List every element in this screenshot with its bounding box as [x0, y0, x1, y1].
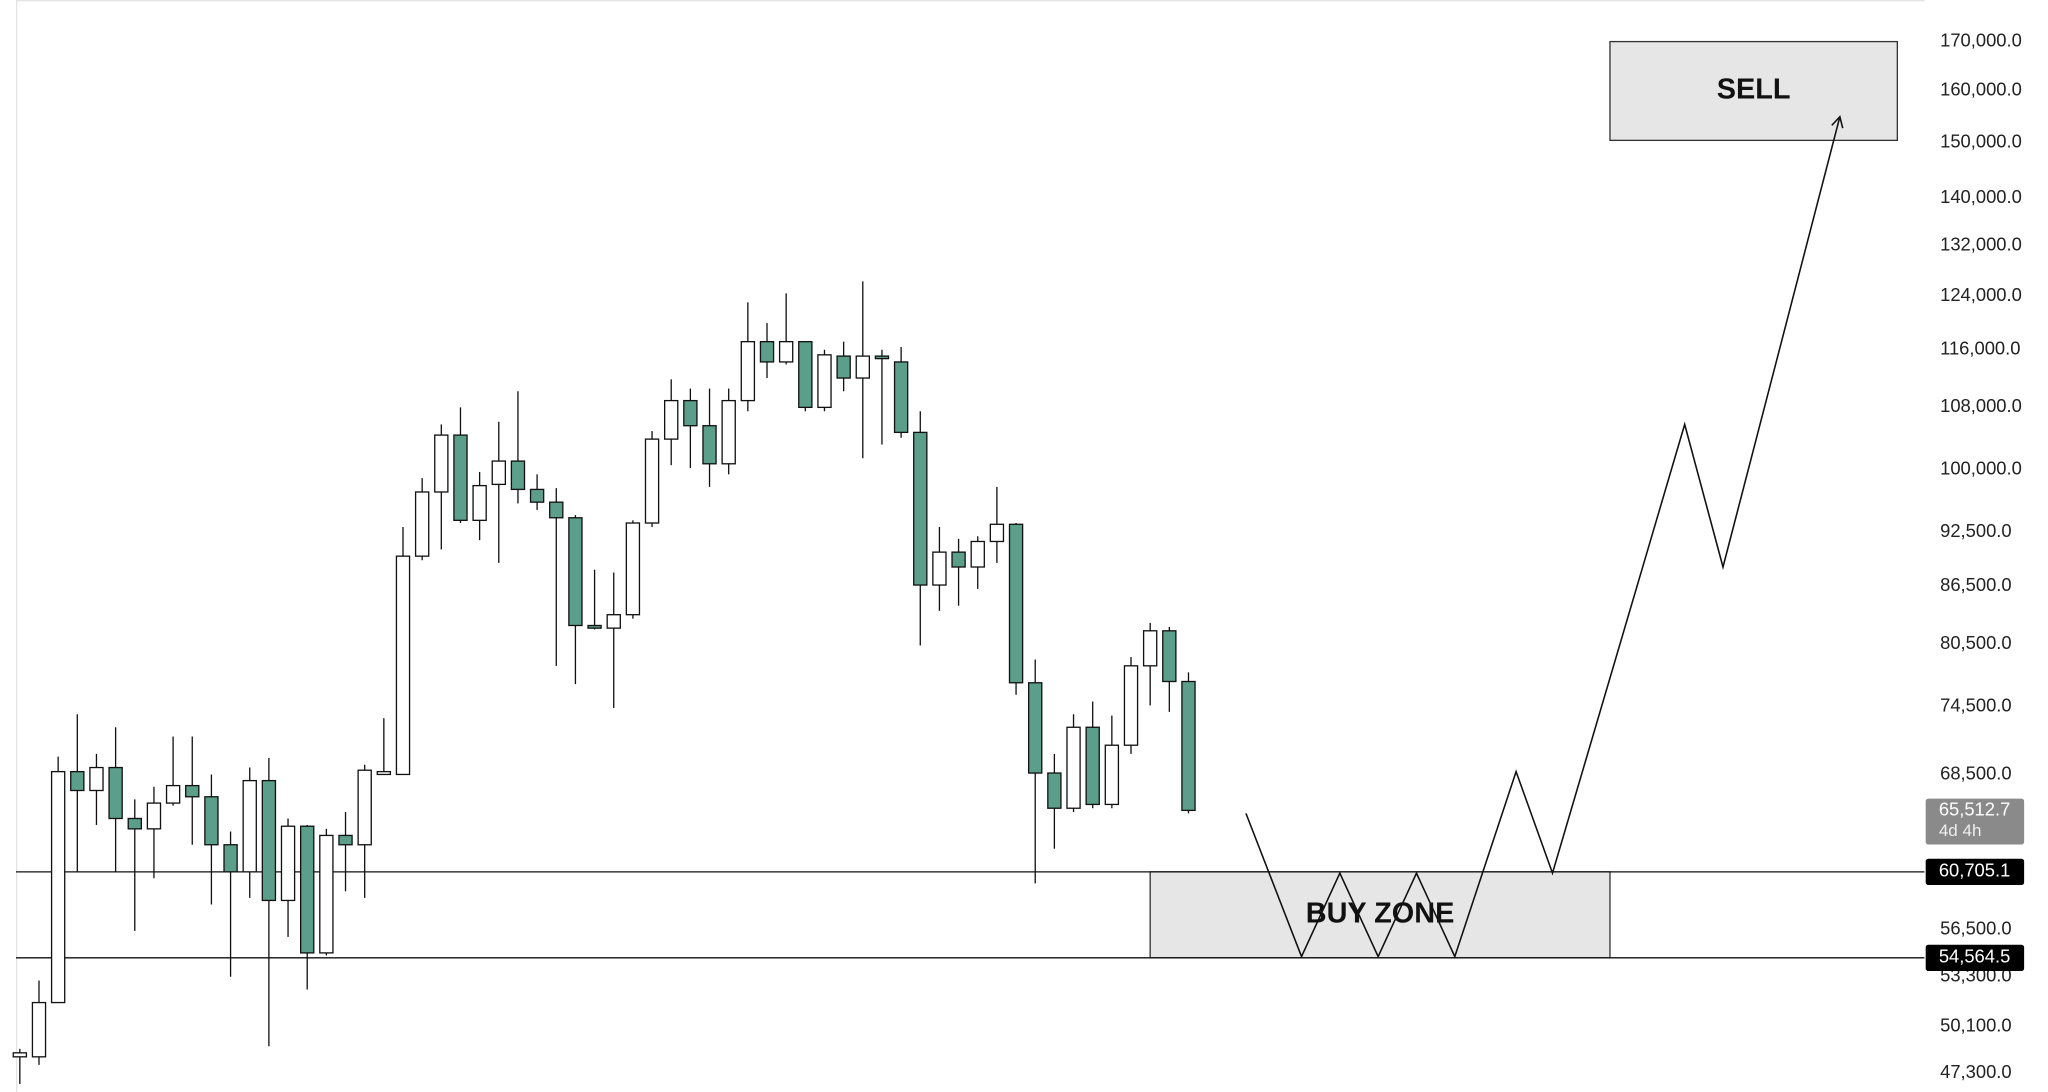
- zone: [1149, 871, 1611, 959]
- candle-body: [127, 817, 142, 830]
- candle-body: [1123, 665, 1139, 746]
- y-tick-label: 47,300.0: [1940, 1061, 2011, 1082]
- candle-body: [319, 834, 334, 954]
- level-box: [1925, 858, 2025, 885]
- countdown-label: 4d 4h: [1939, 821, 1982, 840]
- last-price-label: 65,512.7: [1939, 798, 2010, 819]
- y-tick-label: 140,000.0: [1940, 186, 2022, 207]
- candle-body: [357, 769, 372, 846]
- candle-body: [261, 779, 277, 902]
- candle-body: [510, 460, 526, 491]
- candle-body: [1162, 630, 1177, 683]
- y-tick-label: 116,000.0: [1940, 338, 2020, 359]
- level-label: 60,705.1: [1939, 860, 2010, 881]
- y-tick-label: 170,000.0: [1940, 29, 2022, 50]
- candle-body: [951, 551, 966, 568]
- y-tick-label: 68,500.0: [1940, 762, 2011, 783]
- level-box: [1925, 944, 2025, 971]
- candle-body: [434, 434, 449, 493]
- level-label: 54,564.5: [1939, 946, 2010, 967]
- candle-body: [1085, 726, 1100, 806]
- candle-body: [625, 522, 641, 616]
- candle-body: [874, 355, 890, 360]
- y-tick-label: 132,000.0: [1940, 233, 2022, 254]
- candle-body: [491, 460, 507, 486]
- arrow-head: [1831, 115, 1844, 129]
- candle-body: [299, 825, 315, 954]
- candle-body: [683, 399, 698, 427]
- candle-body: [587, 624, 602, 629]
- candle-body: [1066, 726, 1081, 809]
- y-tick-label: 86,500.0: [1940, 574, 2011, 595]
- candle-body: [223, 844, 238, 873]
- zone-label: BUY ZONE: [1306, 897, 1455, 929]
- candle-body: [817, 354, 832, 409]
- candle-body: [453, 434, 468, 521]
- candle-body: [663, 399, 679, 440]
- candle-body: [395, 555, 411, 776]
- y-tick-label: 108,000.0: [1940, 395, 2022, 416]
- candle-body: [472, 484, 487, 521]
- zone: [1609, 40, 1898, 142]
- candle-body: [970, 540, 985, 568]
- candle-body: [108, 766, 123, 820]
- candle-body: [1142, 630, 1158, 667]
- candle-body: [549, 501, 564, 519]
- candle-body: [12, 1052, 28, 1058]
- candle-body: [280, 825, 296, 902]
- candle-body: [721, 399, 736, 465]
- candle-body: [644, 438, 660, 524]
- candle-body: [1008, 523, 1024, 684]
- y-tick-label: 124,000.0: [1940, 284, 2022, 305]
- y-tick-label: 56,500.0: [1940, 918, 2011, 939]
- candle-body: [204, 796, 219, 846]
- candle-body: [798, 341, 813, 409]
- zone-label: SELL: [1717, 74, 1791, 106]
- candle-body: [242, 779, 257, 873]
- candle-body: [778, 341, 794, 363]
- candle-body: [70, 770, 85, 792]
- y-tick-label: 50,100.0: [1940, 1015, 2011, 1036]
- candle-body: [606, 614, 621, 629]
- projection-path: [1245, 116, 1841, 959]
- candle-body: [50, 770, 66, 1004]
- candle-body: [913, 431, 928, 586]
- candle-body: [702, 425, 717, 465]
- candle-body: [31, 1001, 47, 1058]
- y-tick-label: 100,000.0: [1940, 457, 2022, 478]
- candle-body: [165, 784, 181, 804]
- candle-body: [338, 834, 353, 846]
- candle-body: [740, 341, 756, 402]
- candle-body: [1028, 682, 1043, 774]
- y-tick-label: 92,500.0: [1940, 520, 2011, 541]
- y-tick-label: 74,500.0: [1940, 695, 2011, 716]
- candle-body: [414, 491, 430, 557]
- candle-body: [1104, 744, 1120, 806]
- candle-body: [185, 784, 200, 798]
- y-tick-label: 160,000.0: [1940, 78, 2022, 99]
- candle-body: [989, 523, 1005, 543]
- y-tick-label: 150,000.0: [1940, 130, 2022, 151]
- candle-body: [893, 361, 909, 434]
- candle-body: [146, 802, 162, 830]
- last-price-box: [1925, 798, 2025, 845]
- candle-body: [855, 355, 871, 379]
- candle-body: [932, 551, 947, 586]
- candle-body: [529, 488, 545, 503]
- candle-body: [1181, 680, 1196, 812]
- candle-body: [759, 341, 775, 363]
- candle-body: [836, 355, 851, 379]
- candle-body: [376, 770, 392, 776]
- y-tick-label: 80,500.0: [1940, 632, 2011, 653]
- candle-body: [1047, 772, 1062, 809]
- candle-body: [89, 766, 104, 792]
- candle-body: [568, 517, 583, 627]
